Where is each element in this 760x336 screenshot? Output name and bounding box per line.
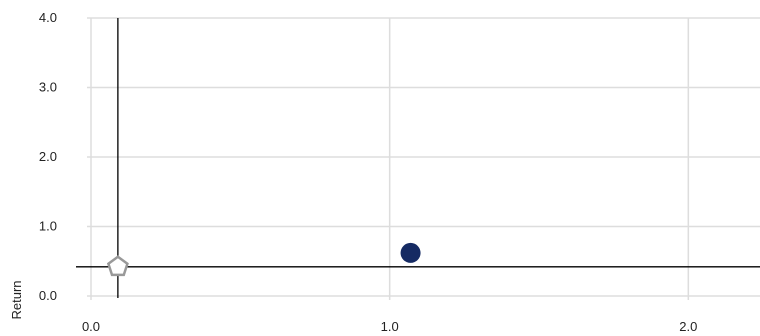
x-axis-ticks: 0.01.02.03.0 (82, 319, 697, 334)
data-point-pentagon[interactable] (106, 255, 129, 277)
grid (87, 17, 760, 300)
x-tick-label: 1.0 (381, 319, 399, 334)
reference-lines (76, 18, 760, 298)
y-axis-title: Return (9, 280, 24, 319)
data-points (106, 242, 421, 277)
x-tick-label: 0.0 (82, 319, 100, 334)
x-tick-label: 2.0 (679, 319, 697, 334)
y-tick-label: 4.0 (39, 10, 57, 25)
data-point-circle[interactable] (400, 242, 421, 263)
y-tick-label: 1.0 (39, 219, 57, 234)
y-tick-label: 0.0 (39, 288, 57, 303)
y-tick-label: 2.0 (39, 149, 57, 164)
y-axis-ticks: 0.0 1.0 2.0 3.0 4.0 (39, 10, 57, 303)
y-tick-label: 3.0 (39, 80, 57, 95)
